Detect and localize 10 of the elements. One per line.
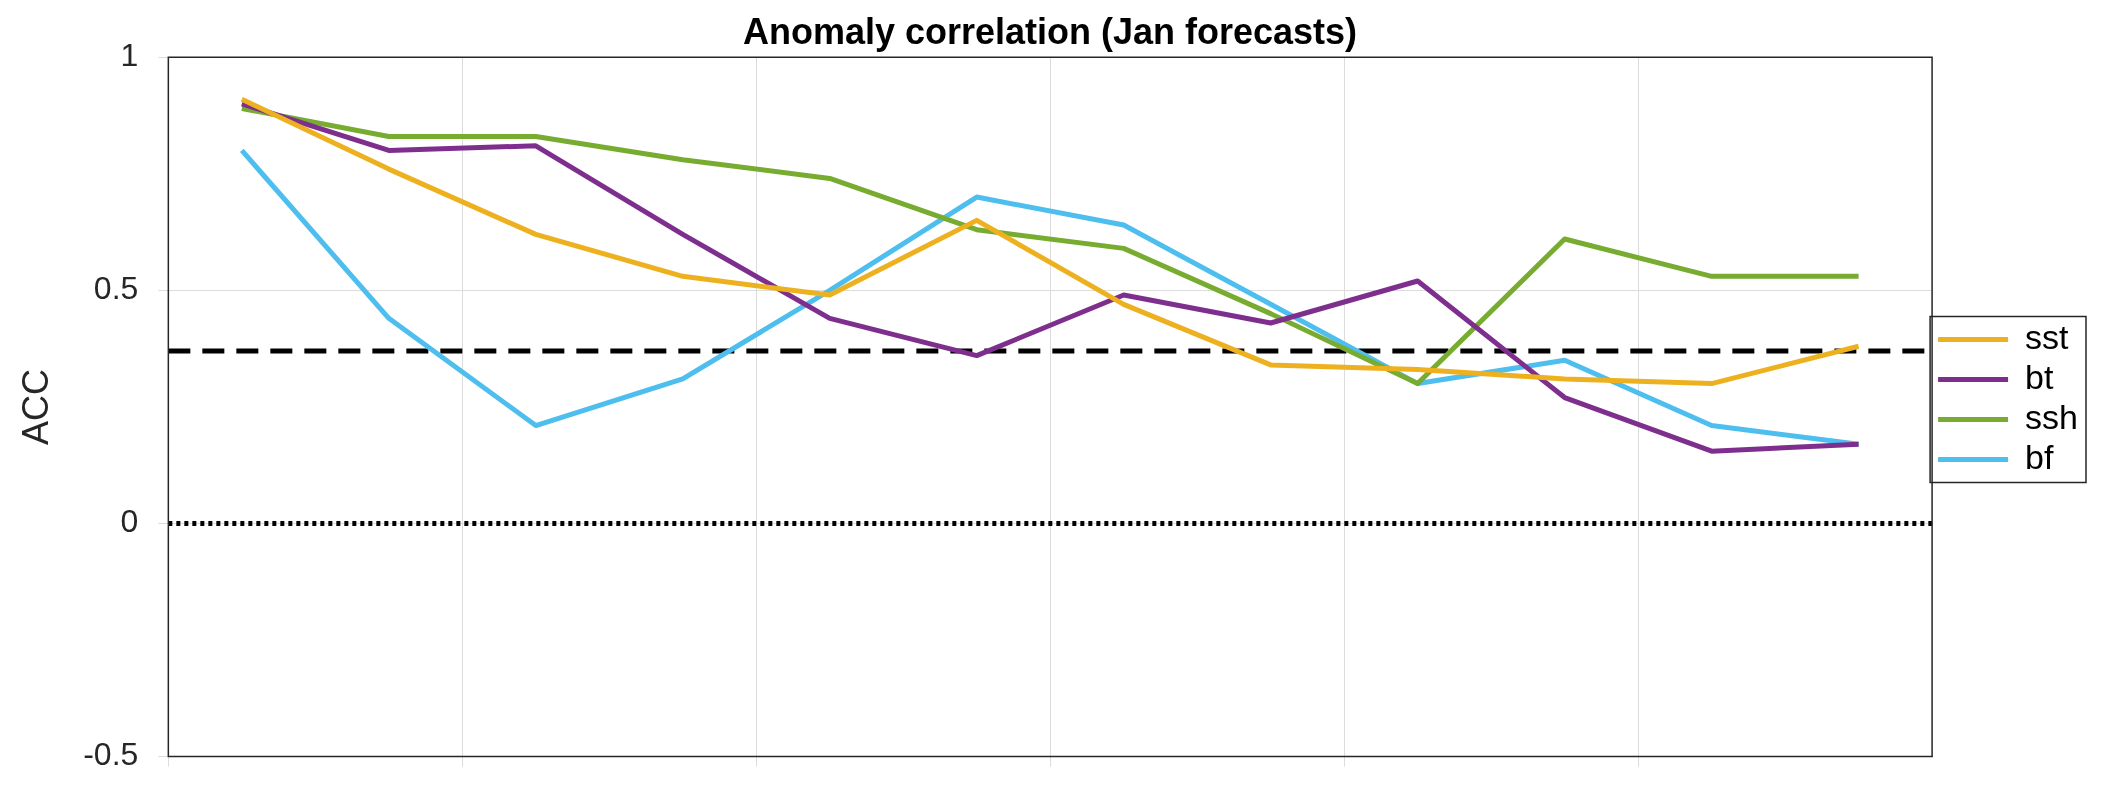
legend-label: bt [2025,357,2054,396]
y-tick-label: -0.5 [83,736,139,773]
legend-label: sst [2025,317,2070,356]
y-axis-title: ACC [14,368,56,445]
y-tick-label: 1 [120,37,139,74]
y-tick-label: 0.5 [93,270,139,307]
legend-label: bf [2025,437,2054,476]
chart-title: Anomaly correlation (Jan forecasts) [742,10,1358,52]
y-tick-label: 0 [120,503,139,540]
legend-label: ssh [2025,397,2079,436]
